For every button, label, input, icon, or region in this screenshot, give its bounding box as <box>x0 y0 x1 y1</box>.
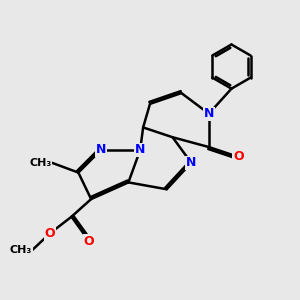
Text: N: N <box>186 156 196 169</box>
Text: O: O <box>233 150 244 164</box>
Text: N: N <box>135 143 146 157</box>
Text: O: O <box>84 235 94 248</box>
Text: CH₃: CH₃ <box>30 158 52 168</box>
Text: N: N <box>96 143 106 157</box>
Text: N: N <box>204 107 214 120</box>
Text: CH₃: CH₃ <box>10 245 32 255</box>
Text: O: O <box>45 227 55 240</box>
